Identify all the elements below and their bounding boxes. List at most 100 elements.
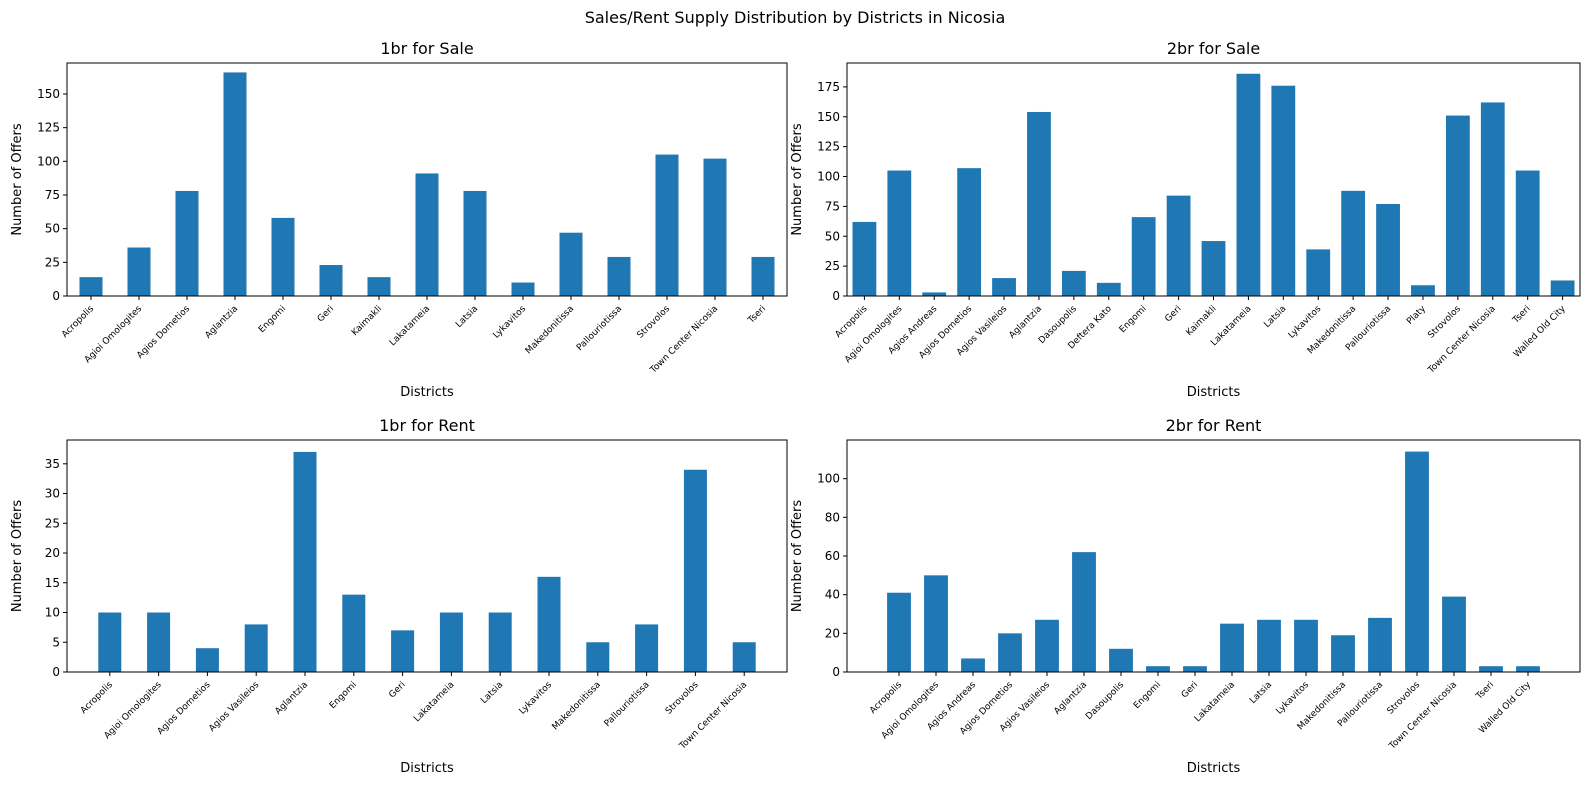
bar bbox=[655, 154, 679, 296]
y-tick-label: 50 bbox=[825, 229, 840, 243]
x-tick-label: Geri bbox=[1163, 304, 1183, 324]
x-tick-label: Strovolos bbox=[664, 680, 701, 717]
axes-frame bbox=[66, 439, 788, 673]
x-tick-label: Lykavitos bbox=[1287, 304, 1324, 341]
x-tick-label: Aglantzia bbox=[1007, 304, 1044, 341]
x-tick-label: Town Center Nicosia bbox=[1426, 304, 1498, 376]
axes-frame bbox=[846, 439, 1581, 673]
x-tick-label: Geri bbox=[316, 304, 336, 324]
chart-title: 1br for Rent bbox=[379, 416, 475, 435]
bar bbox=[1442, 596, 1466, 672]
bar bbox=[1411, 285, 1435, 296]
bar bbox=[751, 256, 775, 296]
y-axis-label: Number of Offers bbox=[790, 500, 805, 613]
chart-title: 2br for Rent bbox=[1166, 416, 1262, 435]
y-tick-label: 100 bbox=[817, 472, 840, 486]
y-tick-label: 5 bbox=[52, 635, 60, 649]
bar bbox=[887, 592, 911, 672]
x-tick-label: Agios Dometios bbox=[156, 680, 213, 737]
bar bbox=[1405, 451, 1429, 672]
x-tick-label: Geri bbox=[387, 680, 407, 700]
x-tick-label: Town Center Nicosia bbox=[1387, 680, 1459, 752]
bar bbox=[998, 633, 1022, 672]
y-tick-label: 25 bbox=[45, 255, 60, 269]
y-tick-label: 30 bbox=[45, 487, 60, 501]
y-axis-label: Number of Offers bbox=[790, 123, 805, 236]
x-tick-label: Strovolos bbox=[1426, 304, 1463, 341]
x-tick-label: Dasoupolis bbox=[1084, 680, 1126, 722]
bar bbox=[79, 277, 103, 296]
bar bbox=[732, 642, 756, 672]
bar bbox=[463, 190, 487, 296]
bar bbox=[1236, 73, 1261, 296]
bar bbox=[391, 630, 415, 672]
x-tick-label: Agios Dometios bbox=[135, 304, 192, 361]
x-tick-label: Acropolis bbox=[60, 304, 96, 340]
bar bbox=[1550, 280, 1575, 296]
bar bbox=[1368, 617, 1392, 672]
x-tick-label: Acropolis bbox=[868, 680, 904, 716]
bar bbox=[635, 624, 659, 672]
y-tick-label: 25 bbox=[45, 516, 60, 530]
bar bbox=[223, 72, 247, 297]
x-tick-label: Engomi bbox=[257, 304, 288, 335]
bar bbox=[1445, 115, 1470, 296]
x-tick-label: Acropolis bbox=[79, 680, 115, 716]
y-tick-label: 0 bbox=[832, 665, 840, 679]
x-tick-label: Strovolos bbox=[636, 304, 673, 341]
y-tick-label: 125 bbox=[37, 121, 60, 135]
x-tick-label: Pallouriotissa bbox=[603, 680, 652, 729]
x-tick-label: Tseri bbox=[1511, 304, 1533, 326]
bar bbox=[98, 612, 122, 672]
x-tick-label: Makedonitissa bbox=[551, 680, 603, 732]
y-tick-label: 35 bbox=[45, 457, 60, 471]
bar bbox=[1306, 249, 1331, 296]
bar bbox=[607, 256, 631, 296]
bar bbox=[537, 576, 561, 672]
y-tick-label: 25 bbox=[825, 259, 840, 273]
x-tick-label: Aglantzia bbox=[273, 680, 310, 717]
x-tick-label: Makedonitissa bbox=[524, 304, 576, 356]
y-tick-label: 125 bbox=[817, 140, 840, 154]
y-tick-label: 0 bbox=[52, 289, 60, 303]
x-tick-label: Geri bbox=[1180, 680, 1200, 700]
bar bbox=[1220, 623, 1244, 672]
bar bbox=[511, 282, 535, 296]
bar bbox=[488, 612, 512, 672]
bar bbox=[271, 217, 295, 296]
bar bbox=[1331, 635, 1355, 672]
bar bbox=[175, 190, 199, 296]
y-tick-label: 60 bbox=[825, 549, 840, 563]
x-tick-label: Agios Vasileios bbox=[207, 680, 261, 734]
y-tick-label: 10 bbox=[45, 606, 60, 620]
x-tick-label: Lykavitos bbox=[1275, 680, 1312, 717]
bar bbox=[1271, 85, 1296, 296]
bar bbox=[559, 232, 583, 296]
chart-panel: 2br for Sale 0 25 50 75 100 125 150 175 Acropolis… bbox=[790, 39, 1581, 400]
x-tick-label: Kaimakli bbox=[350, 304, 384, 338]
figure-title: Sales/Rent Supply Distribution by Distri… bbox=[585, 8, 1006, 27]
bar bbox=[1072, 552, 1096, 672]
bar bbox=[1166, 195, 1191, 296]
x-tick-label: Latsia bbox=[479, 680, 505, 706]
x-tick-label: Engomi bbox=[1132, 680, 1163, 711]
bar bbox=[957, 168, 982, 296]
bar bbox=[924, 575, 948, 672]
y-tick-label: 100 bbox=[37, 154, 60, 168]
bar bbox=[1109, 648, 1133, 672]
bar bbox=[1294, 619, 1318, 672]
x-axis-label: Districts bbox=[400, 761, 454, 776]
bar bbox=[992, 278, 1016, 296]
y-tick-label: 0 bbox=[832, 289, 840, 303]
bar bbox=[1376, 203, 1400, 296]
bar bbox=[1479, 666, 1503, 672]
bar bbox=[1480, 102, 1505, 296]
chart-title: 1br for Sale bbox=[380, 39, 473, 58]
x-tick-label: Platy bbox=[1405, 304, 1428, 327]
bar bbox=[367, 277, 391, 296]
x-tick-label: Engomi bbox=[328, 680, 359, 711]
y-tick-label: 75 bbox=[825, 199, 840, 213]
y-tick-label: 175 bbox=[817, 80, 840, 94]
x-tick-label: Kaimakli bbox=[1184, 304, 1218, 338]
bar bbox=[342, 594, 366, 672]
